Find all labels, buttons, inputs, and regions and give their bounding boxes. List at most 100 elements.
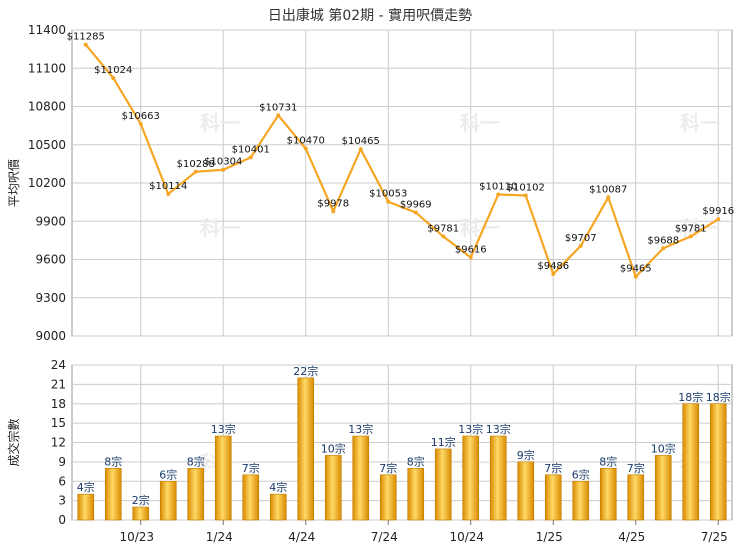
price-point-3 bbox=[166, 191, 171, 196]
price-data-label-4: $10288 bbox=[177, 159, 215, 170]
price-data-label-3: $10114 bbox=[149, 181, 187, 192]
price-y-tick-label: 9000 bbox=[35, 329, 66, 343]
price-point-2 bbox=[138, 121, 143, 126]
price-data-label-19: $10087 bbox=[589, 184, 627, 195]
price-point-22 bbox=[688, 234, 693, 239]
volume-y-tick-label: 18 bbox=[51, 397, 66, 411]
price-y-tick-label: 10200 bbox=[28, 176, 66, 190]
x-tick-label-7: 7/25 bbox=[701, 530, 728, 544]
volume-data-label-14: 13宗 bbox=[458, 422, 483, 436]
volume-data-label-6: 7宗 bbox=[242, 461, 260, 475]
price-y-axis-label: 平均呎價 bbox=[7, 159, 21, 207]
price-point-18 bbox=[578, 243, 583, 248]
price-point-10 bbox=[358, 147, 363, 152]
volume-bar-4 bbox=[187, 468, 205, 521]
volume-bar-8 bbox=[297, 377, 315, 521]
price-point-5 bbox=[221, 167, 226, 172]
volume-data-label-8: 22宗 bbox=[293, 364, 318, 378]
price-data-label-9: $9978 bbox=[317, 198, 349, 209]
price-y-tick-label: 9600 bbox=[35, 253, 66, 267]
price-data-label-23: $9916 bbox=[702, 206, 734, 217]
volume-data-label-0: 4宗 bbox=[77, 480, 95, 494]
price-data-label-17: $9486 bbox=[537, 261, 569, 272]
volume-bar-23 bbox=[709, 403, 727, 521]
watermark-2: 科一 bbox=[680, 111, 720, 135]
price-point-4 bbox=[193, 169, 198, 174]
volume-bar-19 bbox=[599, 468, 617, 521]
volume-data-label-7: 4宗 bbox=[269, 480, 287, 494]
price-data-label-0: $11285 bbox=[67, 32, 105, 43]
volume-y-tick-label: 9 bbox=[58, 455, 66, 469]
chart-title: 日出康城 第02期 - 實用呎價走勢 bbox=[268, 7, 472, 24]
x-tick-label-5: 1/25 bbox=[536, 530, 563, 544]
watermark-0: 科一 bbox=[200, 111, 240, 135]
volume-data-label-21: 10宗 bbox=[651, 441, 676, 455]
volume-data-label-3: 6宗 bbox=[159, 467, 177, 481]
volume-bar-20 bbox=[627, 474, 645, 521]
price-data-label-18: $9707 bbox=[565, 233, 597, 244]
volume-data-label-2: 2宗 bbox=[132, 493, 150, 507]
price-point-20 bbox=[633, 274, 638, 279]
volume-data-label-12: 8宗 bbox=[407, 454, 425, 468]
volume-data-label-11: 7宗 bbox=[379, 461, 397, 475]
price-point-12 bbox=[413, 210, 418, 215]
volume-y-tick-label: 24 bbox=[51, 358, 66, 372]
price-y-tick-label: 9900 bbox=[35, 214, 66, 228]
volume-data-label-19: 8宗 bbox=[599, 454, 617, 468]
price-line-chart: 9000 9300 9600 9900 10200 10500 10800 11100 1140… bbox=[7, 23, 734, 343]
price-point-14 bbox=[468, 255, 473, 260]
price-point-8 bbox=[303, 146, 308, 151]
price-point-1 bbox=[111, 75, 116, 80]
volume-bar-14 bbox=[462, 435, 480, 521]
volume-data-label-10: 13宗 bbox=[348, 422, 373, 436]
x-tick-label-0: 10/23 bbox=[119, 530, 154, 544]
price-data-label-15: $10110 bbox=[479, 181, 517, 192]
volume-data-label-17: 7宗 bbox=[544, 461, 562, 475]
price-data-label-5: $10304 bbox=[204, 157, 242, 168]
volume-bar-15 bbox=[489, 435, 507, 521]
volume-data-label-1: 8宗 bbox=[104, 454, 122, 468]
price-point-23 bbox=[716, 217, 721, 222]
price-y-tick-label: 9300 bbox=[35, 291, 66, 305]
volume-data-label-5: 13宗 bbox=[211, 422, 236, 436]
volume-y-tick-label: 21 bbox=[51, 377, 66, 391]
volume-y-tick-label: 0 bbox=[58, 513, 66, 527]
volume-bar-17 bbox=[544, 474, 562, 521]
volume-bar-21 bbox=[654, 455, 672, 521]
volume-bar-7 bbox=[269, 493, 287, 521]
price-data-label-11: $10053 bbox=[369, 189, 407, 200]
volume-bar-18 bbox=[572, 480, 590, 521]
price-point-17 bbox=[551, 272, 556, 277]
price-y-tick-label: 10800 bbox=[28, 100, 66, 114]
volume-data-label-20: 7宗 bbox=[627, 461, 645, 475]
watermark-1: 科一 bbox=[460, 111, 500, 135]
volume-data-label-23: 18宗 bbox=[706, 390, 731, 404]
price-data-label-6: $10401 bbox=[232, 144, 270, 155]
x-tick-label-2: 4/24 bbox=[288, 530, 315, 544]
volume-data-label-13: 11宗 bbox=[431, 435, 456, 449]
price-data-label-21: $9688 bbox=[647, 235, 679, 246]
volume-bar-22 bbox=[682, 403, 700, 521]
watermark-3: 科一 bbox=[200, 216, 240, 240]
volume-bar-5 bbox=[214, 435, 232, 521]
price-y-tick-label: 11400 bbox=[28, 23, 66, 37]
x-tick-label-1: 1/24 bbox=[206, 530, 233, 544]
x-tick-label-6: 4/25 bbox=[618, 530, 645, 544]
volume-bar-11 bbox=[379, 474, 397, 521]
volume-bar-3 bbox=[159, 480, 177, 521]
price-data-label-2: $10663 bbox=[122, 111, 160, 122]
volume-data-label-4: 8宗 bbox=[187, 454, 205, 468]
volume-data-label-15: 13宗 bbox=[486, 422, 511, 436]
volume-bar-chart: 0 3 6 9 12 15 18 21 24 10/23 1/24 4/24 7/24 10/24 1/25… bbox=[6, 358, 733, 544]
volume-data-label-22: 18宗 bbox=[678, 390, 703, 404]
price-y-tick-label: 11100 bbox=[28, 61, 66, 75]
price-data-label-8: $10470 bbox=[287, 136, 325, 147]
volume-bar-6 bbox=[242, 474, 260, 521]
price-point-21 bbox=[661, 246, 666, 251]
price-data-label-14: $9616 bbox=[455, 244, 487, 255]
volume-bar-13 bbox=[434, 448, 452, 521]
price-point-7 bbox=[276, 113, 281, 118]
price-point-19 bbox=[606, 195, 611, 200]
volume-bar-12 bbox=[407, 468, 425, 521]
